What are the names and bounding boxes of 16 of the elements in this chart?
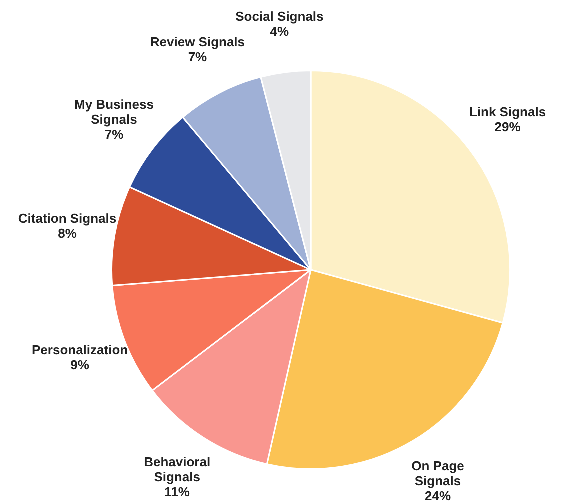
data-label: 9%	[70, 357, 90, 372]
slice-label: Personalization	[32, 342, 128, 358]
slice-label: Social Signals	[236, 8, 324, 24]
data-label: 11%	[164, 484, 190, 500]
slice-label: Behavioral Signals	[144, 454, 211, 485]
data-label: 29%	[494, 119, 522, 134]
data-label: 7%	[104, 126, 124, 142]
data-label: 4%	[270, 24, 290, 39]
slice-label: My Business Signals	[74, 96, 154, 127]
slice-label: On Page Signals	[412, 458, 464, 489]
slice-label: Link Signals	[469, 104, 546, 120]
data-label: 24%	[424, 488, 452, 504]
data-label: 8%	[58, 226, 78, 242]
slice-label: Citation Signals	[18, 211, 117, 226]
slice-label: Review Signals	[150, 34, 246, 50]
data-label: 7%	[188, 49, 208, 64]
